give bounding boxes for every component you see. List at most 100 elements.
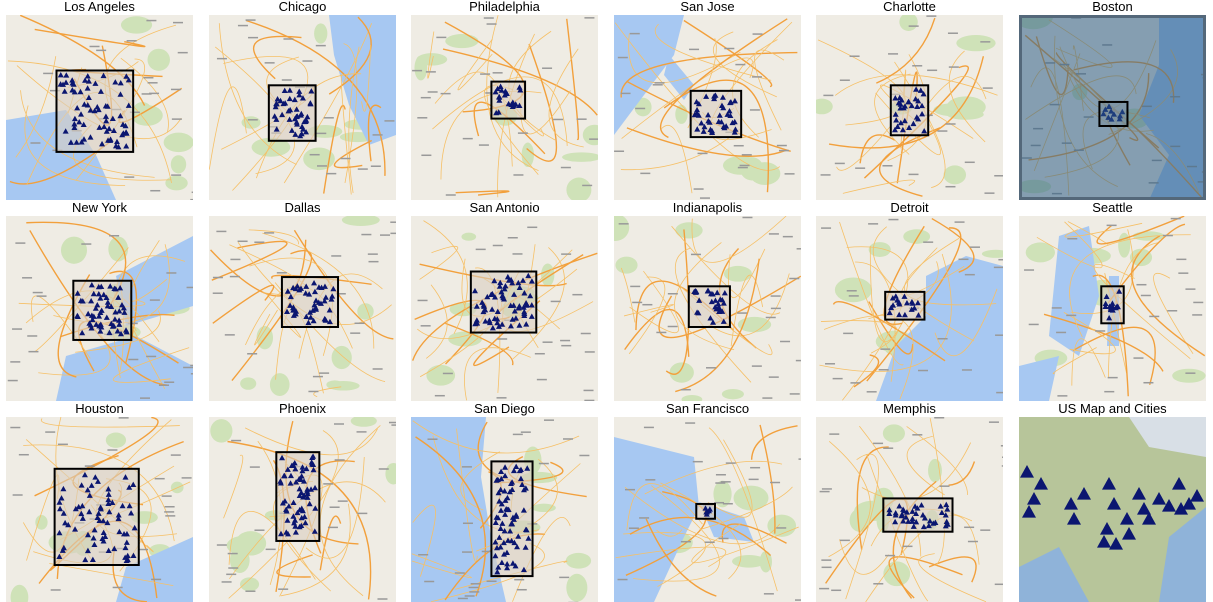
label-dot (421, 325, 431, 327)
label-dot (632, 302, 642, 304)
label-dot (698, 153, 708, 155)
label-dot (764, 593, 774, 595)
park (615, 257, 637, 274)
label-dot (789, 278, 799, 280)
label-dot (225, 334, 235, 336)
label-dot (458, 598, 468, 600)
label-dot (694, 188, 704, 190)
label-dot (882, 165, 892, 167)
park (147, 49, 169, 71)
label-dot (840, 79, 850, 81)
panel-title: Memphis (816, 402, 1003, 416)
label-dot (831, 590, 841, 592)
label-dot (254, 241, 264, 243)
label-dot (726, 462, 736, 464)
map (209, 417, 396, 602)
label-dot (30, 142, 40, 144)
label-dot (948, 32, 958, 34)
label-dot (487, 23, 497, 25)
label-dot (497, 338, 507, 340)
label-dot (58, 444, 68, 446)
label-dot (178, 52, 188, 54)
label-dot (1002, 457, 1003, 459)
label-dot (266, 549, 276, 551)
label-dot (182, 477, 192, 479)
map (411, 15, 598, 200)
label-dot (989, 421, 999, 423)
label-dot (310, 154, 320, 156)
label-dot (247, 353, 257, 355)
map (614, 417, 801, 602)
overlay (1019, 15, 1206, 200)
label-dot (938, 338, 948, 340)
label-dot (171, 89, 181, 91)
map (614, 216, 801, 401)
label-dot (172, 118, 182, 120)
label-dot (770, 482, 780, 484)
park (35, 515, 47, 530)
label-dot (561, 253, 571, 255)
label-dot (424, 581, 434, 583)
label-dot (230, 276, 240, 278)
label-dot (10, 361, 20, 363)
label-dot (471, 583, 481, 585)
label-dot (553, 119, 563, 121)
label-dot (909, 174, 919, 176)
label-dot (885, 555, 895, 557)
label-dot (335, 459, 345, 461)
label-dot (417, 117, 427, 119)
label-dot (1066, 315, 1076, 317)
map (816, 216, 1003, 401)
label-dot (1001, 445, 1003, 447)
label-dot (435, 395, 445, 397)
label-dot (949, 66, 959, 68)
label-dot (164, 381, 174, 383)
label-dot (681, 541, 691, 543)
label-dot (164, 511, 174, 513)
label-dot (508, 237, 518, 239)
label-dot (996, 392, 1003, 394)
park (732, 555, 766, 568)
label-dot (228, 567, 238, 569)
park (1118, 233, 1130, 258)
park (1172, 369, 1205, 383)
label-dot (589, 138, 598, 140)
park (675, 105, 687, 124)
label-dot (958, 259, 968, 261)
label-dot (521, 431, 531, 433)
label-dot (822, 488, 832, 490)
label-dot (282, 79, 292, 81)
label-dot (463, 138, 473, 140)
label-dot (912, 434, 922, 436)
label-dot (849, 295, 859, 297)
label-dot (965, 274, 975, 276)
label-dot (1067, 238, 1077, 240)
label-dot (927, 70, 937, 72)
panel-title: US Map and Cities (1019, 402, 1206, 416)
label-dot (518, 132, 528, 134)
label-dot (572, 294, 582, 296)
park (445, 34, 478, 48)
label-dot (85, 465, 95, 467)
label-dot (513, 434, 523, 436)
label-dot (585, 351, 595, 353)
label-dot (22, 277, 32, 279)
park (956, 35, 995, 51)
label-dot (614, 151, 624, 153)
label-dot (228, 553, 238, 555)
label-dot (37, 295, 47, 297)
label-dot (962, 369, 972, 371)
label-dot (926, 15, 936, 17)
label-dot (479, 144, 489, 146)
label-dot (302, 60, 312, 62)
label-dot (51, 589, 61, 591)
label-dot (734, 145, 744, 147)
label-dot (462, 551, 472, 553)
label-dot (277, 272, 287, 274)
label-dot (33, 292, 43, 294)
label-dot (1095, 330, 1105, 332)
label-dot (191, 373, 193, 375)
label-dot (1176, 259, 1186, 261)
label-dot (165, 506, 175, 508)
label-dot (843, 333, 853, 335)
